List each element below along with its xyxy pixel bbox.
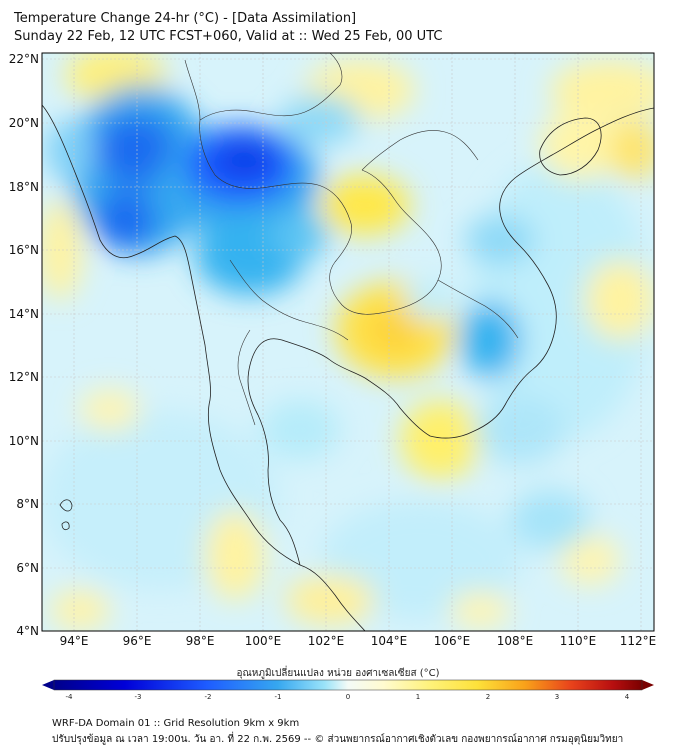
- chart-subtitle: Sunday 22 Feb, 12 UTC FCST+060, Valid at…: [14, 29, 443, 44]
- colorbar-high-extend: [642, 680, 654, 690]
- lon-label: 110°E: [560, 634, 597, 648]
- colorbar-tick-label: 2: [486, 693, 490, 701]
- latitude-labels: 22°N 20°N 18°N 16°N 14°N 12°N 10°N 8°N 6…: [9, 52, 39, 638]
- coastlines: [42, 104, 654, 631]
- lon-label: 100°E: [245, 634, 282, 648]
- colorbar-title: อุณหภูมิเปลี่ยนแปลง หน่วย องศาเซลเซียส (…: [236, 668, 440, 679]
- colorbar-low-extend: [42, 680, 54, 690]
- lat-label: 10°N: [9, 434, 39, 448]
- lat-label: 4°N: [16, 624, 39, 638]
- footer-model-info: WRF-DA Domain 01 :: Grid Resolution 9km …: [52, 718, 300, 729]
- lon-label: 102°E: [308, 634, 345, 648]
- lat-label: 18°N: [9, 180, 39, 194]
- longitude-labels: 94°E 96°E 98°E 100°E 102°E 104°E 106°E 1…: [60, 634, 657, 648]
- colorbar-tick-label: 4: [625, 693, 630, 701]
- lat-label: 16°N: [9, 243, 39, 257]
- lat-label: 22°N: [9, 52, 39, 66]
- footer-credit: ปรับปรุงข้อมูล ณ เวลา 19:00น. วัน อา. ที…: [52, 734, 624, 745]
- lat-label: 20°N: [9, 116, 39, 130]
- temperature-field: [42, 53, 654, 631]
- colorbar-tick-label: -2: [205, 693, 212, 701]
- colorbar-tick-label: -1: [275, 693, 282, 701]
- colorbar-tick-label: -4: [66, 693, 74, 701]
- map-frame: [41, 52, 655, 632]
- lat-label: 6°N: [16, 561, 39, 575]
- colorbar-tick-label: -3: [135, 693, 142, 701]
- lon-label: 104°E: [371, 634, 408, 648]
- lon-label: 98°E: [186, 634, 215, 648]
- colorbar-tick-label: 0: [346, 693, 350, 701]
- colorbar: -4 -3 -2 -1 0 1 2 3 4: [42, 679, 654, 701]
- lon-label: 108°E: [497, 634, 534, 648]
- lon-label: 106°E: [434, 634, 471, 648]
- colorbar-tick-label: 3: [555, 693, 559, 701]
- lat-label: 12°N: [9, 370, 39, 384]
- colorbar-tick-label: 1: [416, 693, 420, 701]
- chart-title: Temperature Change 24-hr (°C) - [Data As…: [14, 11, 357, 26]
- lat-label: 8°N: [16, 497, 39, 511]
- lon-label: 112°E: [620, 634, 657, 648]
- lon-label: 94°E: [60, 634, 89, 648]
- graticule: [42, 53, 654, 631]
- country-borders: [184, 53, 519, 426]
- lat-label: 14°N: [9, 307, 39, 321]
- lon-label: 96°E: [123, 634, 152, 648]
- colorbar-gradient: [54, 680, 642, 690]
